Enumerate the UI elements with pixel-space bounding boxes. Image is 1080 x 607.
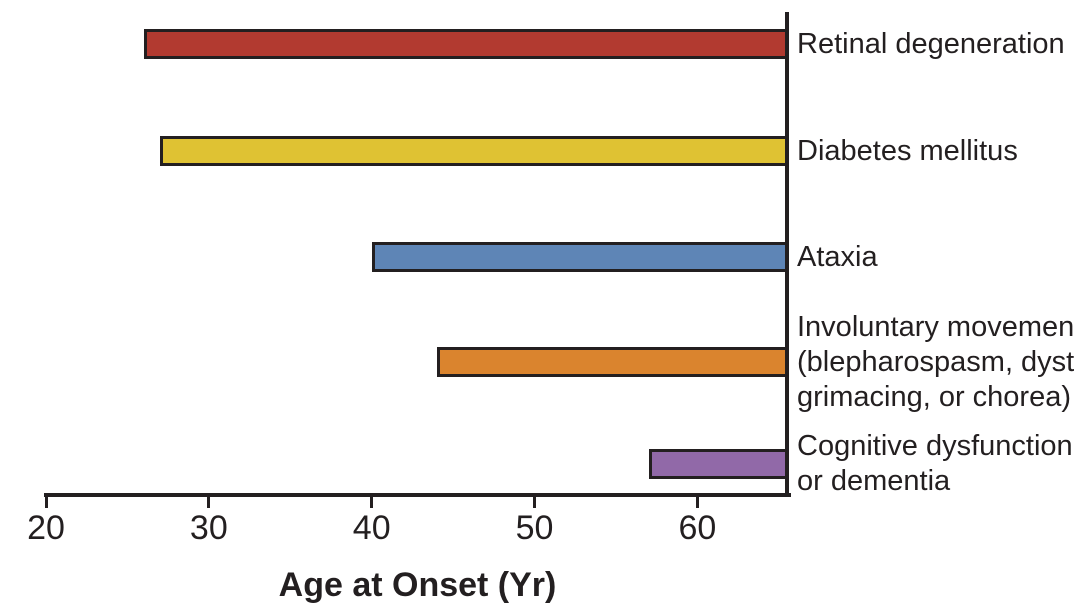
- bar-label-line: grimacing, or chorea): [797, 380, 1071, 413]
- x-tick-label-60: 60: [678, 509, 717, 547]
- x-tick-label-30: 30: [189, 509, 228, 547]
- bar-label-cognitive-dysfunction: Cognitive dysfunction or dementia: [797, 429, 1073, 499]
- bar-label-involuntary-movemen: Involuntary movemen (blepharospasm, dyst g…: [797, 310, 1074, 415]
- x-tick-label-50: 50: [515, 509, 554, 547]
- x-tick-label-20: 20: [27, 509, 65, 547]
- x-tick-50: [533, 493, 537, 508]
- bar-retinal-degeneration: [143, 29, 789, 59]
- x-tick-label-40: 40: [352, 509, 391, 547]
- bar-diabetes-mellitus: [160, 136, 789, 166]
- bar-label-line: Diabetes mellitus: [797, 134, 1018, 167]
- x-axis-title: Age at Onset (Yr): [278, 566, 557, 604]
- x-tick-60: [695, 493, 699, 508]
- bar-label-line: (blepharospasm, dyst: [797, 345, 1075, 378]
- bar-label-line: Involuntary movemen: [797, 310, 1075, 343]
- bar-ataxia: [371, 242, 789, 272]
- bar-label-retinal-degeneration: Retinal degeneration: [797, 27, 1065, 62]
- bar-label-diabetes-mellitus: Diabetes mellitus: [797, 134, 1018, 169]
- bar-cognitive-dysfunction: [648, 449, 789, 479]
- x-tick-40: [370, 493, 374, 508]
- bar-label-line: or dementia: [797, 465, 951, 497]
- bar-label-line: Retinal degeneration: [797, 27, 1065, 60]
- bar-involuntary-movemen: [436, 347, 789, 377]
- bar-label-line: Ataxia: [797, 240, 878, 273]
- x-tick-30: [207, 493, 211, 508]
- right-axis-line: [785, 12, 789, 497]
- bar-label-line: Cognitive dysfunction: [797, 430, 1073, 462]
- bar-label-ataxia: Ataxia: [797, 240, 878, 275]
- x-tick-20: [44, 493, 48, 508]
- x-axis-line: [44, 493, 791, 497]
